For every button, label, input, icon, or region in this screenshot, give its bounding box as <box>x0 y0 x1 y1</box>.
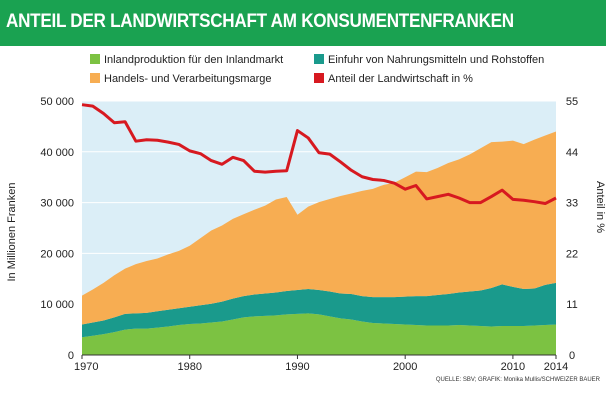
y-axis-label: In Millionen Franken <box>6 182 18 281</box>
y2-tick-label: 22 <box>566 248 578 260</box>
y2-axis-label: Anteil in % <box>594 181 606 233</box>
y2-tick-label: 33 <box>566 198 578 210</box>
y-tick-label: 40 000 <box>40 147 74 159</box>
share-line-series <box>81 103 557 206</box>
axes: 0 10 000 20 000 30 000 40 000 50 000 0 11 22 33 44… <box>40 96 578 373</box>
x-tick-label: 1980 <box>177 361 201 373</box>
x-tick-label: 2000 <box>393 361 417 373</box>
x-tick-label: 2014 <box>544 361 568 373</box>
y2-tick-label: 55 <box>566 96 578 108</box>
title-bar: ANTEIL DER LANDWIRTSCHAFT AM KONSUMENTEN… <box>0 0 606 46</box>
x-tick-label: 1990 <box>285 361 309 373</box>
legend-margin-swatch <box>90 73 100 83</box>
import-area <box>82 282 556 338</box>
x-tick-label: 1970 <box>74 361 98 373</box>
margin-area <box>82 131 556 325</box>
x-tick-label: 2010 <box>501 361 525 373</box>
legend-import-swatch <box>314 54 324 64</box>
y-tick-label: 0 <box>68 350 74 362</box>
source-note: QUELLE: SBV; GRAFIK: Monika Mullis/SCHWE… <box>436 377 601 383</box>
y-tick-label: 50 000 <box>40 96 74 108</box>
y-tick-label: 10 000 <box>40 299 74 311</box>
y-tick-label: 30 000 <box>40 198 74 210</box>
legend-import-label: Einfuhr von Nahrungsmitteln und Rohstoff… <box>328 54 544 66</box>
y2-tick-label: 11 <box>566 299 577 311</box>
share-line <box>81 103 557 206</box>
y-tick-label: 20 000 <box>40 248 74 260</box>
legend: Inlandproduktion für den Inlandmarkt Einf… <box>90 54 544 85</box>
y2-tick-label: 0 <box>569 350 575 362</box>
legend-inland-label: Inlandproduktion für den Inlandmarkt <box>104 54 283 66</box>
legend-share-swatch <box>314 73 324 83</box>
chart-title: ANTEIL DER LANDWIRTSCHAFT AM KONSUMENTEN… <box>6 11 514 32</box>
legend-inland-swatch <box>90 54 100 64</box>
inland-production-area <box>82 313 556 355</box>
area-series <box>82 131 556 355</box>
legend-share-label: Anteil der Landwirtschaft in % <box>328 73 473 85</box>
legend-margin-label: Handels- und Verarbeitungsmarge <box>104 73 272 85</box>
y2-tick-label: 44 <box>566 147 578 159</box>
